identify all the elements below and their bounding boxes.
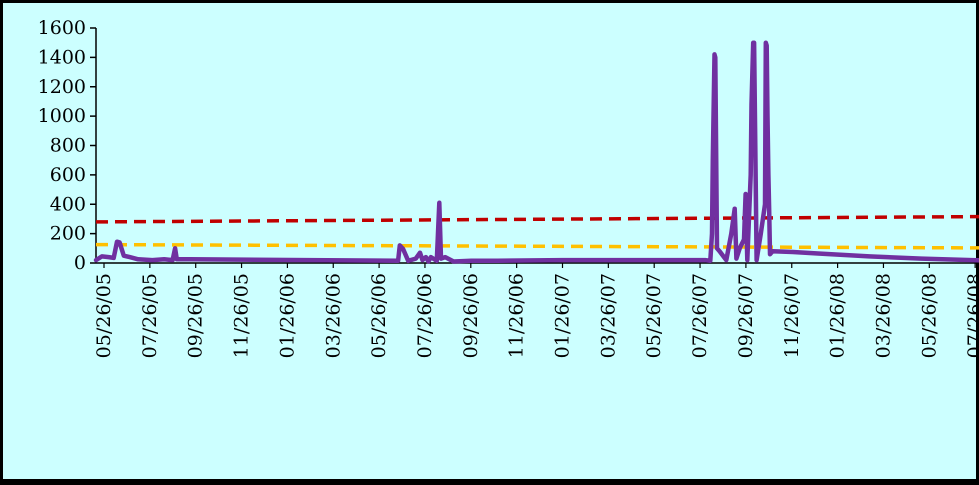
- x-tick-label: 01/26/08: [827, 273, 849, 358]
- x-axis: 05/26/05 07/26/05 09/26/05 11/26/05 01/26/06…: [93, 262, 979, 358]
- x-tick-label: 05/26/08: [918, 273, 940, 358]
- x-tick-label: 09/26/06: [460, 273, 482, 358]
- x-tick-label: 11/26/06: [506, 273, 528, 358]
- x-tick-label: 01/26/07: [552, 273, 574, 358]
- y-tick-label: 600: [50, 164, 86, 186]
- series-line-2: [95, 242, 979, 250]
- x-tick-label: 01/26/06: [276, 273, 298, 358]
- x-tick-label: 07/26/05: [139, 273, 161, 358]
- y-tick-label: 0: [74, 252, 86, 274]
- line-chart: 0 200 400 600 800 1000 1200 1400 1600 05/26/05 07…: [38, 17, 979, 358]
- y-tick-label: 1600: [38, 17, 86, 39]
- x-tick-label: 09/26/05: [185, 273, 207, 358]
- x-tick-label: 03/26/07: [597, 273, 619, 358]
- y-axis: 0 200 400 600 800 1000 1200 1400 1600: [38, 17, 97, 274]
- x-tick-label: 11/26/05: [231, 273, 253, 358]
- y-tick-label: 400: [50, 193, 86, 215]
- x-tick-label: 09/26/07: [735, 273, 757, 358]
- x-tick-label: 07/26/08: [964, 273, 979, 358]
- y-tick-label: 1200: [38, 76, 86, 98]
- y-tick-label: 800: [50, 135, 86, 157]
- x-tick-label: 05/26/05: [93, 273, 115, 358]
- x-tick-label: 05/26/06: [368, 273, 390, 358]
- x-tick-label: 03/26/08: [872, 273, 894, 358]
- x-tick-label: 03/26/06: [322, 273, 344, 358]
- y-tick-label: 200: [50, 223, 86, 245]
- series-line-1: [95, 214, 979, 224]
- series-line-0: [93, 40, 979, 264]
- series-layer: [93, 40, 979, 264]
- y-tick-label: 1400: [38, 46, 86, 68]
- x-tick-label: 07/26/07: [689, 273, 711, 358]
- y-tick-label: 1000: [38, 105, 86, 127]
- x-tick-label: 05/26/07: [643, 273, 665, 358]
- x-tick-label: 07/26/06: [414, 273, 436, 358]
- x-tick-label: 11/26/07: [781, 273, 803, 358]
